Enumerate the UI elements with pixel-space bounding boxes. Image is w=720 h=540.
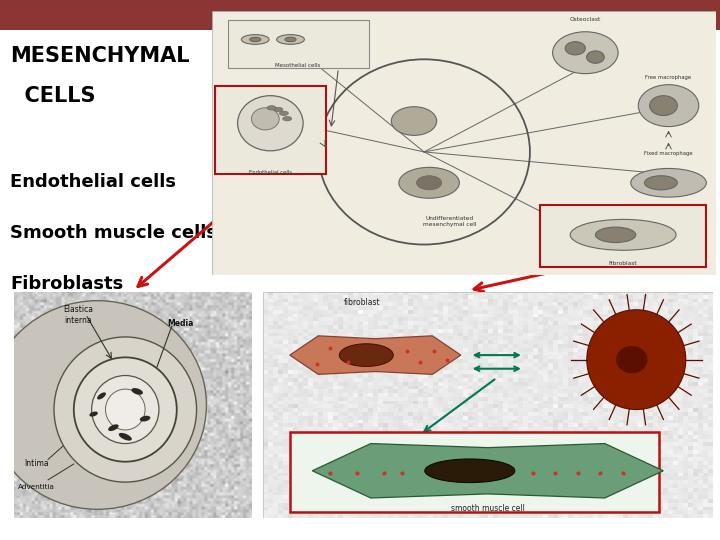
Ellipse shape: [106, 389, 145, 430]
Bar: [540, 205, 706, 267]
Polygon shape: [289, 336, 461, 374]
Text: Intima: Intima: [24, 460, 48, 468]
Ellipse shape: [276, 35, 305, 44]
Ellipse shape: [91, 375, 159, 443]
Text: Free macrophage: Free macrophage: [645, 75, 692, 80]
Ellipse shape: [595, 227, 636, 242]
Text: MESENCHYMAL: MESENCHYMAL: [10, 46, 189, 66]
Polygon shape: [312, 443, 663, 498]
Ellipse shape: [241, 35, 269, 44]
Circle shape: [587, 310, 686, 409]
Ellipse shape: [238, 96, 303, 151]
Ellipse shape: [279, 111, 289, 116]
Ellipse shape: [616, 346, 647, 373]
Ellipse shape: [274, 107, 283, 112]
Ellipse shape: [552, 32, 618, 73]
Ellipse shape: [267, 106, 276, 110]
Ellipse shape: [73, 357, 177, 462]
Ellipse shape: [416, 176, 441, 190]
Ellipse shape: [283, 117, 292, 121]
Text: Endothelial cells: Endothelial cells: [249, 171, 292, 176]
Ellipse shape: [339, 344, 393, 367]
Text: fibroblast: fibroblast: [344, 299, 380, 307]
Text: Fixed macrophage: Fixed macrophage: [644, 151, 693, 156]
Text: Elastica
interna: Elastica interna: [63, 305, 93, 325]
Ellipse shape: [587, 51, 604, 63]
Ellipse shape: [89, 411, 98, 417]
Ellipse shape: [638, 85, 698, 126]
Ellipse shape: [251, 108, 279, 130]
Ellipse shape: [565, 42, 585, 55]
Bar: [215, 86, 325, 174]
Ellipse shape: [392, 107, 436, 136]
Ellipse shape: [54, 337, 197, 482]
Ellipse shape: [631, 168, 706, 197]
Ellipse shape: [285, 37, 296, 42]
Text: Fibroblast: Fibroblast: [609, 261, 637, 266]
Text: Mesothelial cells: Mesothelial cells: [276, 63, 320, 68]
Ellipse shape: [0, 301, 207, 509]
Text: Media: Media: [168, 319, 194, 328]
Ellipse shape: [140, 416, 150, 422]
Text: Adventitia: Adventitia: [18, 484, 55, 490]
Ellipse shape: [644, 176, 678, 190]
Text: smooth muscle cell: smooth muscle cell: [451, 504, 525, 513]
Ellipse shape: [425, 459, 515, 483]
Text: Osteoclast: Osteoclast: [570, 17, 601, 23]
Bar: [0, 0, 720, 30]
Ellipse shape: [119, 433, 132, 441]
Text: Undifferentiated
mesenchymal cell: Undifferentiated mesenchymal cell: [423, 216, 476, 227]
Ellipse shape: [97, 393, 106, 400]
Text: Endothelial cells: Endothelial cells: [10, 173, 176, 191]
Bar: [228, 19, 369, 68]
Text: Fibroblasts: Fibroblasts: [10, 275, 123, 293]
Ellipse shape: [108, 424, 119, 431]
Ellipse shape: [399, 167, 459, 198]
Ellipse shape: [250, 37, 261, 42]
Text: CELLS: CELLS: [10, 86, 96, 106]
Ellipse shape: [131, 388, 143, 395]
Bar: [289, 432, 659, 511]
Text: Smooth muscle cells: Smooth muscle cells: [10, 224, 217, 242]
Ellipse shape: [570, 219, 676, 250]
Ellipse shape: [649, 96, 678, 116]
